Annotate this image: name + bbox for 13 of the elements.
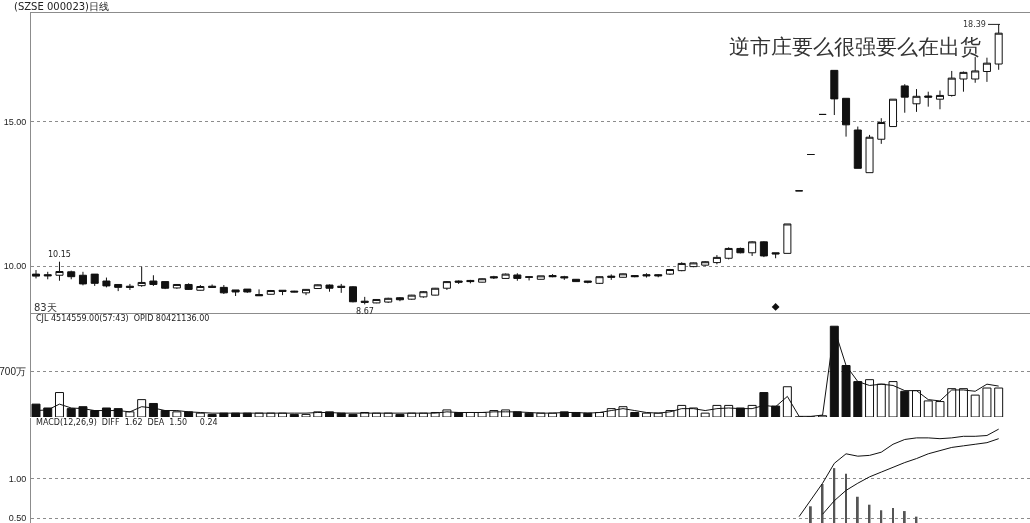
y-tick-label: 700万 bbox=[0, 366, 26, 378]
y-tick-label: 0.50 bbox=[8, 513, 27, 523]
y-tick-label: 1.00 bbox=[8, 473, 27, 484]
annotation: 10.15 bbox=[48, 250, 71, 259]
annotation: 18.39 bbox=[963, 20, 986, 29]
chart-title: CJL 4514559.00(57:43) OPID 80421136.00 bbox=[36, 314, 210, 323]
y-tick-label: 10.00 bbox=[3, 261, 27, 272]
annotation: 逆市庄要么很强要么在出货 bbox=[729, 35, 981, 59]
y-tick-label: 15.00 bbox=[3, 117, 27, 128]
annotation: 8.67 bbox=[356, 307, 374, 316]
chart-title: (SZSE 000023)日线 bbox=[14, 1, 110, 12]
annotation: 83天 bbox=[34, 302, 57, 313]
chart-title: MACD(12,26,9) DIFF 1.62 DEA 1.50 0.24 bbox=[36, 418, 218, 427]
